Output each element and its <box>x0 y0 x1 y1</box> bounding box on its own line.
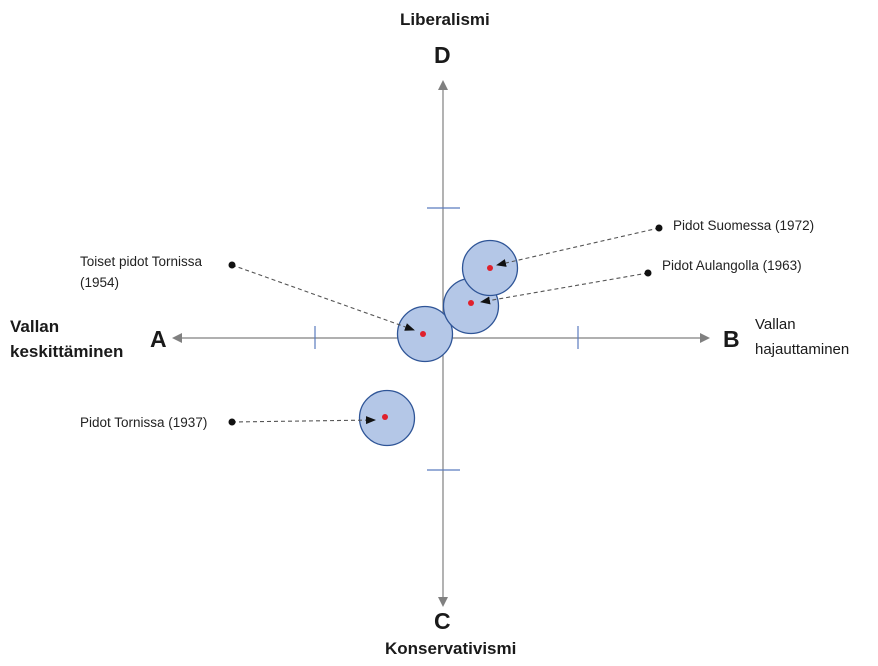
leader-dot-suomessa-1972 <box>655 224 663 232</box>
axis-right-line2: hajauttaminen <box>755 341 850 358</box>
leader-aulangolla-1963 <box>480 272 649 305</box>
annotation-tornissa-1954-line2: (1954) <box>80 275 120 290</box>
axis-top-word: Liberalismi <box>400 10 490 29</box>
center-dot-tornissa-1954 <box>420 331 426 337</box>
leader-dot-tornissa-1954 <box>228 261 236 269</box>
axis-left-letter: A <box>150 326 167 352</box>
center-dot-aulangolla-1963 <box>468 300 474 306</box>
axis-right-line1: Vallan <box>755 316 796 333</box>
leader-tornissa-1954 <box>231 264 415 331</box>
annotation-tornissa-1954-line1: Toiset pidot Tornissa <box>80 254 203 269</box>
axis-bottom-word: Konservativismi <box>385 639 517 658</box>
center-dot-tornissa-1937 <box>382 414 388 420</box>
axis-bottom-letter: C <box>434 608 451 634</box>
center-dot-suomessa-1972 <box>487 265 493 271</box>
leader-dot-aulangolla-1963 <box>644 269 652 277</box>
leader-dot-tornissa-1937 <box>228 418 236 426</box>
axis-left-line1: Vallan <box>10 317 60 336</box>
axis-right-letter: B <box>723 326 740 352</box>
annotation-suomessa-1972: Pidot Suomessa (1972) <box>673 218 815 233</box>
leader-suomessa-1972 <box>496 227 660 267</box>
axis-top-letter: D <box>434 42 451 68</box>
axis-left-line2: keskittäminen <box>10 342 124 361</box>
leader-tornissa-1937 <box>231 416 376 425</box>
annotation-tornissa-1937: Pidot Tornissa (1937) <box>80 415 208 430</box>
annotation-aulangolla-1963: Pidot Aulangolla (1963) <box>662 258 802 273</box>
